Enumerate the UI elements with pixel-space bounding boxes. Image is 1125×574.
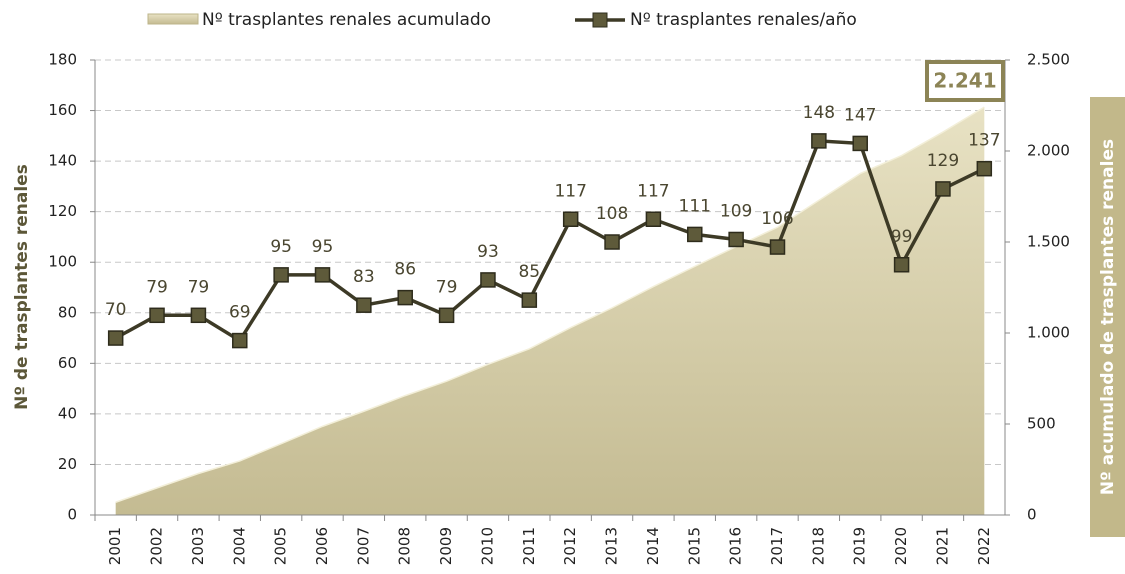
marker xyxy=(604,234,620,250)
x-tick-label: 2017 xyxy=(768,527,786,565)
marker xyxy=(728,231,744,248)
value-label: 99 xyxy=(891,227,913,247)
value-label: 108 xyxy=(596,204,628,224)
marker xyxy=(480,272,496,288)
value-label: 86 xyxy=(394,260,416,280)
marker xyxy=(562,211,579,227)
x-tick-label: 2002 xyxy=(148,527,166,565)
value-label: 93 xyxy=(477,242,499,262)
value-label: 148 xyxy=(803,103,835,123)
x-tick-label: 2005 xyxy=(272,527,290,565)
marker xyxy=(687,226,703,243)
x-tick-label: 2019 xyxy=(851,527,869,565)
y-tick-label: 60 xyxy=(58,354,77,372)
marker xyxy=(190,307,207,324)
y2-title-box xyxy=(1090,97,1125,537)
marker xyxy=(149,307,165,324)
marker xyxy=(521,292,538,308)
y-tick-label: 0 xyxy=(67,506,77,524)
value-label: 147 xyxy=(844,105,876,125)
value-label: 109 xyxy=(720,201,752,221)
legend-swatch xyxy=(147,13,199,25)
y-tick-label: 160 xyxy=(48,101,77,119)
marker xyxy=(893,257,910,273)
x-tick-label: 2010 xyxy=(478,527,496,565)
x-tick-label: 2007 xyxy=(354,527,372,565)
value-label: 117 xyxy=(637,181,669,201)
y-tick-label: 100 xyxy=(48,253,77,271)
legend-marker xyxy=(592,12,608,28)
x-tick-label: 2013 xyxy=(603,527,621,565)
y2-tick-label: 0 xyxy=(1027,506,1037,524)
x-tick-label: 2009 xyxy=(437,527,455,565)
marker xyxy=(314,267,331,283)
x-tick-label: 2012 xyxy=(561,527,579,565)
line xyxy=(114,139,986,343)
marker xyxy=(107,330,124,346)
marker xyxy=(438,307,455,324)
x-tick-label: 2011 xyxy=(520,527,538,565)
area-fill xyxy=(115,107,985,515)
value-label: 106 xyxy=(761,209,793,229)
y-tick-label: 80 xyxy=(58,303,77,321)
marker xyxy=(811,133,827,149)
annotation-box xyxy=(925,60,1005,102)
area-edge xyxy=(115,106,985,503)
value-label: 83 xyxy=(353,267,375,287)
y2-tick-label: 2.000 xyxy=(1027,142,1070,160)
value-label: 95 xyxy=(270,237,292,257)
marker xyxy=(232,332,248,349)
legend-label: Nº trasplantes renales/año xyxy=(630,10,857,30)
y-axis-title: Nº de trasplantes renales xyxy=(12,164,32,410)
x-tick-label: 2014 xyxy=(644,527,662,565)
marker xyxy=(356,297,372,313)
value-label: 79 xyxy=(146,277,168,297)
y2-tick-label: 2.500 xyxy=(1027,51,1070,69)
legend-label: Nº trasplantes renales acumulado xyxy=(202,10,491,30)
y-tick-label: 180 xyxy=(48,51,77,69)
x-tick-label: 2001 xyxy=(106,527,124,565)
value-label: 79 xyxy=(188,277,210,297)
x-tick-label: 2004 xyxy=(230,527,248,565)
value-label: 70 xyxy=(105,300,127,320)
y2-tick-label: 1.500 xyxy=(1027,233,1070,251)
value-label: 137 xyxy=(968,131,1000,151)
value-label: 117 xyxy=(554,181,586,201)
y2-tick-label: 500 xyxy=(1027,415,1056,433)
value-label: 95 xyxy=(312,237,334,257)
x-tick-label: 2008 xyxy=(396,527,414,565)
x-tick-label: 2021 xyxy=(933,527,951,565)
marker xyxy=(273,267,289,283)
y-tick-label: 140 xyxy=(48,152,77,170)
marker xyxy=(852,135,868,152)
y2-axis-title: Nº acumulado de trasplantes renales xyxy=(1098,139,1118,495)
annotation: 2.241 xyxy=(933,69,996,93)
y-tick-label: 120 xyxy=(48,202,77,220)
x-tick-label: 2003 xyxy=(189,527,207,565)
x-tick-label: 2022 xyxy=(975,527,993,565)
marker xyxy=(976,160,993,177)
x-tick-label: 2016 xyxy=(727,527,745,565)
x-tick-label: 2015 xyxy=(685,527,703,565)
y2-tick-label: 1.000 xyxy=(1027,324,1070,342)
y-tick-label: 20 xyxy=(58,455,77,473)
y-tick-label: 40 xyxy=(58,404,77,422)
marker xyxy=(935,181,951,197)
value-label: 85 xyxy=(518,262,540,282)
value-label: 129 xyxy=(927,151,959,171)
value-label: 79 xyxy=(436,277,458,297)
value-label: 69 xyxy=(229,303,251,323)
x-tick-label: 2020 xyxy=(892,527,910,565)
x-tick-label: 2006 xyxy=(313,527,331,565)
value-label: 111 xyxy=(679,196,711,216)
marker xyxy=(397,289,413,306)
marker xyxy=(769,239,786,255)
marker xyxy=(645,211,662,227)
x-tick-label: 2018 xyxy=(809,527,827,565)
